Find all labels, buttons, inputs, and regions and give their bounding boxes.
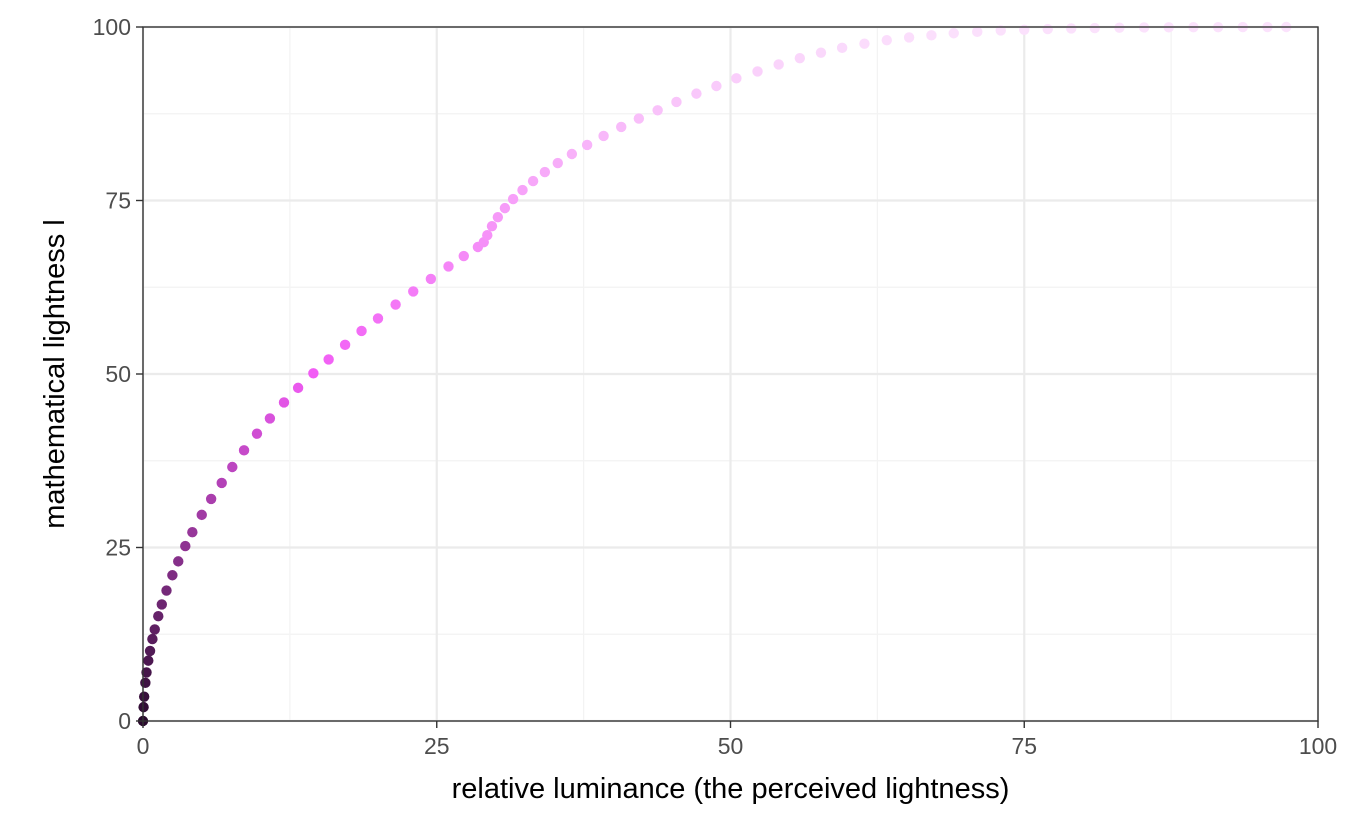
data-point: [527, 175, 539, 187]
data-point: [1042, 23, 1053, 35]
data-point: [773, 59, 784, 70]
data-point: [356, 325, 367, 337]
data-point: [948, 28, 959, 39]
y-axis-title: mathematical lightness l: [39, 219, 71, 528]
data-point: [903, 32, 915, 43]
data-point: [633, 113, 645, 124]
data-point: [156, 599, 167, 610]
x-tick-label: 75: [1011, 733, 1037, 759]
y-tick-label: 25: [105, 535, 131, 561]
data-point: [425, 273, 437, 285]
data-point: [1066, 23, 1077, 34]
data-point: [216, 477, 227, 489]
data-point: [390, 299, 401, 310]
data-point: [972, 26, 983, 38]
data-point: [167, 570, 178, 581]
data-point: [173, 556, 184, 567]
data-point: [492, 211, 504, 223]
data-point: [144, 645, 156, 657]
data-point: [161, 585, 172, 596]
data-point: [140, 677, 151, 689]
data-point: [539, 166, 551, 178]
data-point: [517, 184, 528, 196]
data-point: [581, 139, 593, 151]
data-point: [995, 25, 1006, 36]
data-point: [143, 655, 154, 666]
data-point: [486, 220, 498, 232]
data-point: [227, 461, 238, 473]
data-point: [339, 339, 351, 351]
data-point: [443, 261, 454, 272]
data-point: [711, 80, 722, 92]
data-point: [616, 121, 627, 133]
y-tick-label: 50: [105, 361, 131, 387]
data-point: [180, 540, 191, 552]
x-tick-label: 50: [718, 733, 744, 759]
data-point: [499, 202, 511, 214]
data-point: [138, 691, 150, 702]
data-point: [881, 34, 892, 46]
data-point: [691, 88, 702, 99]
data-point: [238, 445, 250, 456]
x-axis: 0 25 50 75 100: [137, 721, 1337, 759]
data-point: [408, 286, 419, 297]
data-point: [308, 368, 319, 379]
y-axis: 0 25 50 75 100: [93, 14, 143, 734]
data-point: [752, 66, 763, 77]
y-tick-label: 0: [118, 708, 131, 734]
data-point: [836, 42, 848, 54]
data-point: [251, 428, 263, 439]
x-tick-label: 0: [137, 733, 150, 759]
data-point: [926, 30, 937, 41]
data-point: [815, 47, 827, 58]
data-point: [205, 493, 217, 505]
data-point: [372, 313, 384, 324]
data-point: [482, 230, 493, 241]
data-point: [149, 624, 160, 635]
data-point: [671, 96, 682, 108]
data-point: [153, 611, 164, 622]
data-point: [566, 148, 578, 160]
data-point: [1089, 22, 1100, 34]
data-point: [652, 105, 663, 116]
x-axis-title: relative luminance (the perceived lightn…: [452, 773, 1010, 805]
x-tick-label: 100: [1299, 733, 1337, 759]
y-tick-label: 100: [93, 14, 131, 40]
data-point: [794, 53, 806, 64]
x-tick-label: 25: [424, 733, 450, 759]
data-point: [147, 633, 158, 645]
data-point: [859, 38, 870, 49]
data-point: [264, 413, 276, 424]
data-point: [598, 130, 609, 142]
data-point: [552, 157, 563, 169]
grid-layer: [141, 25, 1320, 723]
data-point: [196, 509, 207, 521]
points-layer: [137, 21, 1292, 727]
data-point: [1019, 24, 1030, 35]
data-point: [323, 354, 334, 365]
data-point: [507, 193, 519, 205]
data-point: [187, 527, 198, 538]
y-tick-label: 75: [105, 188, 131, 214]
data-point: [278, 397, 290, 408]
data-point: [292, 382, 304, 394]
data-point: [141, 667, 152, 678]
data-point: [731, 73, 742, 84]
data-point: [458, 250, 469, 262]
